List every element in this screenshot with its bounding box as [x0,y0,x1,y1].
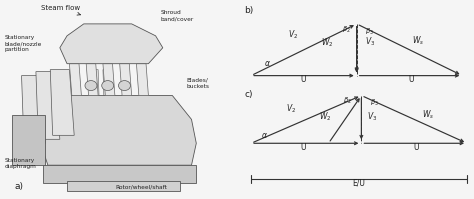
Text: $\beta_2$: $\beta_2$ [342,25,350,35]
Polygon shape [89,70,100,139]
Polygon shape [41,96,196,165]
Polygon shape [103,70,115,139]
Polygon shape [69,64,82,96]
Text: U: U [300,75,305,84]
Text: $\beta_3$: $\beta_3$ [365,27,374,37]
Text: E/U: E/U [353,178,365,187]
Polygon shape [21,76,46,143]
Text: $W_2$: $W_2$ [319,110,331,123]
Text: $\alpha$: $\alpha$ [264,59,271,68]
Text: Rotor/wheel/shaft: Rotor/wheel/shaft [115,184,167,190]
Text: $V_2$: $V_2$ [288,29,299,41]
Text: a): a) [14,182,23,191]
Text: Stationary
diaphragm: Stationary diaphragm [5,158,36,169]
Text: Shroud
band/cover: Shroud band/cover [160,10,193,21]
Polygon shape [50,70,74,135]
Text: $V_2$: $V_2$ [286,102,296,115]
Text: $\beta_2$: $\beta_2$ [343,96,352,106]
Polygon shape [36,72,60,139]
Text: $\beta_3$: $\beta_3$ [370,98,379,108]
Text: U: U [414,143,419,152]
Text: $W_s$: $W_s$ [411,35,424,47]
Text: Stationary
blade/nozzle
partition: Stationary blade/nozzle partition [5,35,42,53]
Text: $W_2$: $W_2$ [321,37,334,49]
Text: c): c) [244,90,253,99]
Polygon shape [60,24,163,64]
Polygon shape [86,64,98,96]
Polygon shape [137,64,148,96]
Polygon shape [12,115,46,165]
Text: b): b) [244,6,253,15]
Circle shape [85,81,97,91]
Text: Steam flow: Steam flow [41,5,80,15]
Polygon shape [119,64,132,96]
Text: $V_3$: $V_3$ [367,110,377,123]
Text: $V_3$: $V_3$ [365,36,375,48]
Text: U: U [300,143,305,152]
Polygon shape [43,165,196,183]
Text: U: U [408,75,413,84]
Text: $W_s$: $W_s$ [422,108,434,121]
Circle shape [118,81,130,91]
Polygon shape [67,181,180,191]
Text: $\alpha$: $\alpha$ [261,131,267,140]
Polygon shape [103,64,115,96]
Text: Blades/
buckets: Blades/ buckets [187,78,210,89]
Circle shape [102,81,114,91]
